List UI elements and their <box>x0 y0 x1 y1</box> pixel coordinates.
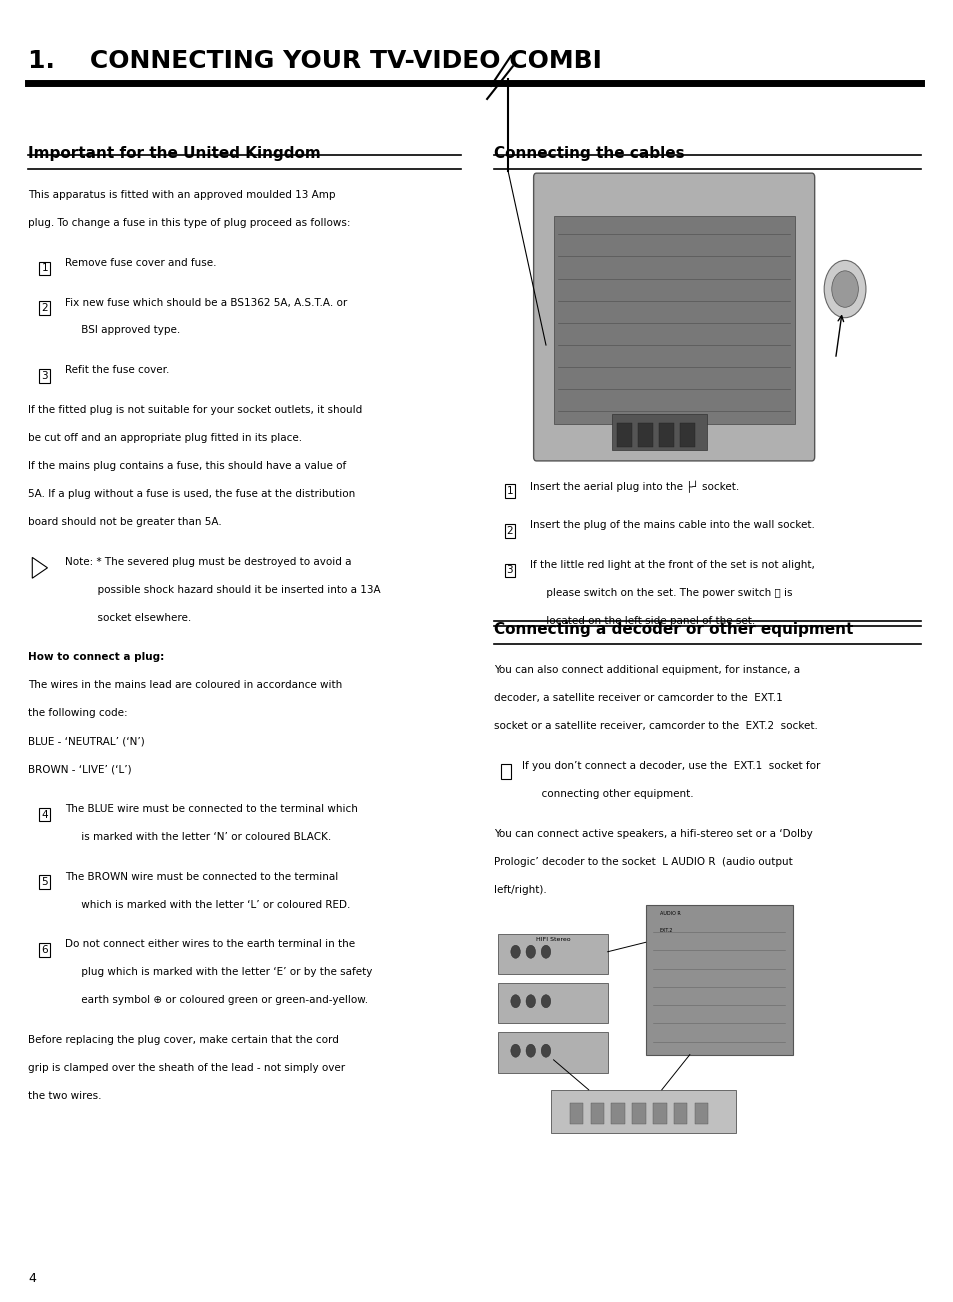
Text: 1: 1 <box>506 486 513 496</box>
Bar <box>659 423 674 447</box>
Bar <box>498 1032 607 1073</box>
Text: the following code:: the following code: <box>29 708 128 719</box>
Circle shape <box>525 995 535 1008</box>
Bar <box>611 1103 624 1124</box>
Bar <box>500 764 511 779</box>
Text: is marked with the letter ‘N’ or coloured BLACK.: is marked with the letter ‘N’ or coloure… <box>65 832 331 842</box>
Circle shape <box>540 995 550 1008</box>
Circle shape <box>510 945 519 958</box>
Text: board should not be greater than 5A.: board should not be greater than 5A. <box>29 517 222 527</box>
Text: plug. To change a fuse in this type of plug proceed as follows:: plug. To change a fuse in this type of p… <box>29 217 351 228</box>
Text: 2: 2 <box>41 303 48 314</box>
Bar <box>553 216 794 424</box>
Text: Remove fuse cover and fuse.: Remove fuse cover and fuse. <box>65 258 215 268</box>
Bar <box>612 414 706 450</box>
Text: connecting other equipment.: connecting other equipment. <box>521 789 693 799</box>
FancyBboxPatch shape <box>533 173 814 461</box>
Text: If the little red light at the front of the set is not alight,: If the little red light at the front of … <box>529 560 814 570</box>
Circle shape <box>540 1044 550 1057</box>
Text: 3: 3 <box>41 371 48 381</box>
Text: Refit the fuse cover.: Refit the fuse cover. <box>65 365 169 375</box>
Text: left/right).: left/right). <box>494 885 546 894</box>
Text: Connecting the cables: Connecting the cables <box>494 146 683 161</box>
Text: Note: * The severed plug must be destroyed to avoid a: Note: * The severed plug must be destroy… <box>65 556 351 566</box>
Text: Connecting a decoder or other equipment: Connecting a decoder or other equipment <box>494 621 852 637</box>
Bar <box>632 1103 645 1124</box>
Bar <box>617 423 632 447</box>
Text: 6: 6 <box>41 945 48 956</box>
Circle shape <box>831 271 858 307</box>
Text: Prologic’ decoder to the socket  L AUDIO R  (audio output: Prologic’ decoder to the socket L AUDIO … <box>494 857 792 867</box>
Text: 2: 2 <box>506 526 513 536</box>
Bar <box>498 934 607 974</box>
Circle shape <box>823 260 865 318</box>
Text: Before replacing the plug cover, make certain that the cord: Before replacing the plug cover, make ce… <box>29 1035 339 1046</box>
Text: The BLUE wire must be connected to the terminal which: The BLUE wire must be connected to the t… <box>65 803 357 814</box>
Text: HIFI Stereo: HIFI Stereo <box>536 937 570 943</box>
Text: Do not connect either wires to the earth terminal in the: Do not connect either wires to the earth… <box>65 939 355 949</box>
Text: please switch on the set. The power switch ⓘ is: please switch on the set. The power swit… <box>529 587 792 598</box>
Text: EXT.2: EXT.2 <box>659 928 673 934</box>
Text: 4: 4 <box>41 810 48 820</box>
Text: 1.    CONNECTING YOUR TV-VIDEO COMBI: 1. CONNECTING YOUR TV-VIDEO COMBI <box>29 49 601 73</box>
Text: be cut off and an appropriate plug fitted in its place.: be cut off and an appropriate plug fitte… <box>29 432 302 443</box>
Circle shape <box>510 1044 519 1057</box>
Bar <box>674 1103 687 1124</box>
Text: How to connect a plug:: How to connect a plug: <box>29 652 165 663</box>
Text: the two wires.: the two wires. <box>29 1091 102 1101</box>
Text: 1: 1 <box>41 263 48 273</box>
Text: Insert the aerial plug into the ├┘ socket.: Insert the aerial plug into the ├┘ socke… <box>529 480 739 492</box>
Bar <box>679 423 695 447</box>
Bar <box>590 1103 603 1124</box>
Bar <box>498 983 607 1023</box>
Text: Important for the United Kingdom: Important for the United Kingdom <box>29 146 321 161</box>
Text: The wires in the mains lead are coloured in accordance with: The wires in the mains lead are coloured… <box>29 680 342 690</box>
Text: 3: 3 <box>506 565 513 575</box>
Text: earth symbol ⊕ or coloured green or green-and-yellow.: earth symbol ⊕ or coloured green or gree… <box>65 995 367 1005</box>
Circle shape <box>510 995 519 1008</box>
Text: BROWN - ‘LIVE’ (‘L’): BROWN - ‘LIVE’ (‘L’) <box>29 764 132 775</box>
Text: decoder, a satellite receiver or camcorder to the  EXT.1: decoder, a satellite receiver or camcord… <box>494 693 781 703</box>
Bar <box>638 423 653 447</box>
Bar <box>695 1103 707 1124</box>
Text: You can also connect additional equipment, for instance, a: You can also connect additional equipmen… <box>494 665 799 676</box>
Text: BLUE - ‘NEUTRAL’ (‘N’): BLUE - ‘NEUTRAL’ (‘N’) <box>29 736 145 746</box>
Text: 5: 5 <box>41 878 48 888</box>
Text: 4: 4 <box>29 1272 36 1285</box>
Circle shape <box>525 1044 535 1057</box>
Bar <box>550 1090 735 1133</box>
Circle shape <box>540 945 550 958</box>
Text: You can connect active speakers, a hifi-stereo set or a ‘Dolby: You can connect active speakers, a hifi-… <box>494 829 812 838</box>
Text: This apparatus is fitted with an approved moulded 13 Amp: This apparatus is fitted with an approve… <box>29 190 335 201</box>
Text: grip is clamped over the sheath of the lead - not simply over: grip is clamped over the sheath of the l… <box>29 1062 345 1073</box>
Text: socket elsewhere.: socket elsewhere. <box>65 612 191 622</box>
Text: If the mains plug contains a fuse, this should have a value of: If the mains plug contains a fuse, this … <box>29 461 346 471</box>
Text: The BROWN wire must be connected to the terminal: The BROWN wire must be connected to the … <box>65 871 337 881</box>
Bar <box>653 1103 666 1124</box>
Text: plug which is marked with the letter ‘E’ or by the safety: plug which is marked with the letter ‘E’… <box>65 967 372 978</box>
Text: Fix new fuse which should be a BS1362 5A, A.S.T.A. or: Fix new fuse which should be a BS1362 5A… <box>65 297 347 307</box>
Bar <box>645 905 792 1055</box>
Text: BSI approved type.: BSI approved type. <box>65 326 179 336</box>
Text: located on the left side panel of the set.: located on the left side panel of the se… <box>529 616 754 626</box>
Polygon shape <box>32 557 48 578</box>
Text: AUDIO R: AUDIO R <box>659 911 679 917</box>
Text: If you don’t connect a decoder, use the  EXT.1  socket for: If you don’t connect a decoder, use the … <box>521 760 820 771</box>
Text: Insert the plug of the mains cable into the wall socket.: Insert the plug of the mains cable into … <box>529 519 814 530</box>
Bar <box>569 1103 582 1124</box>
Circle shape <box>525 945 535 958</box>
Text: socket or a satellite receiver, camcorder to the  EXT.2  socket.: socket or a satellite receiver, camcorde… <box>494 721 817 732</box>
Text: which is marked with the letter ‘L’ or coloured RED.: which is marked with the letter ‘L’ or c… <box>65 900 350 910</box>
Text: possible shock hazard should it be inserted into a 13A: possible shock hazard should it be inser… <box>65 585 380 595</box>
Text: 5A. If a plug without a fuse is used, the fuse at the distribution: 5A. If a plug without a fuse is used, th… <box>29 488 355 499</box>
Text: If the fitted plug is not suitable for your socket outlets, it should: If the fitted plug is not suitable for y… <box>29 405 362 415</box>
